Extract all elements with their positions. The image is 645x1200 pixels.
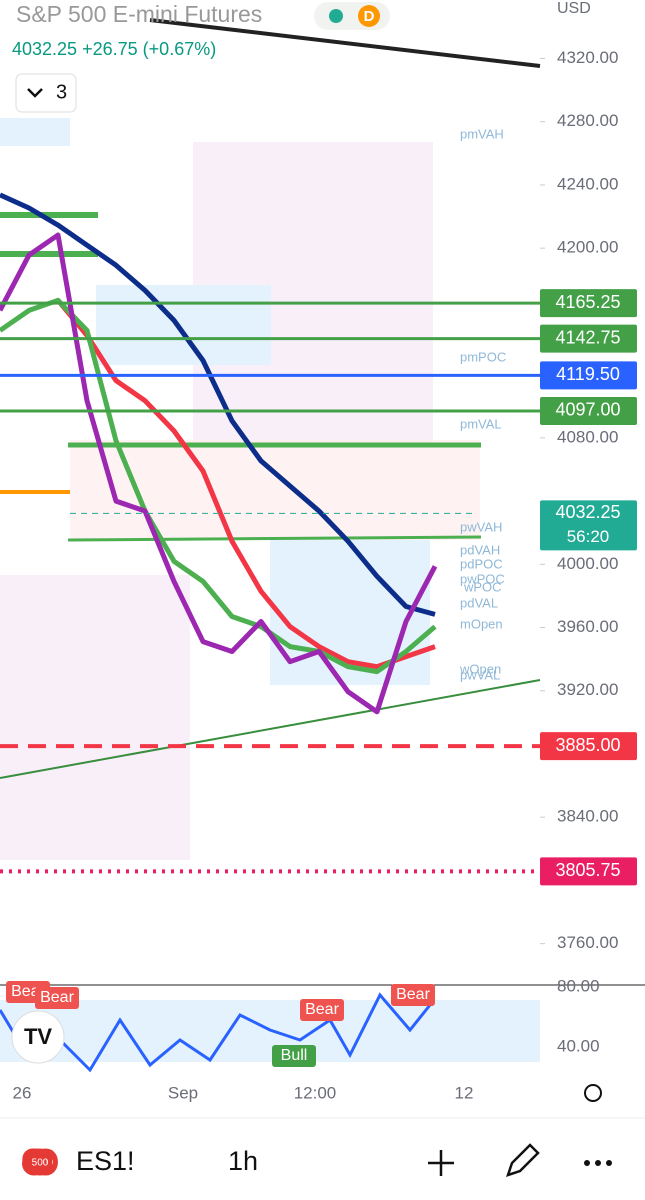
volume-profile-box	[0, 575, 190, 860]
collapse-button[interactable]	[15, 73, 77, 113]
signal-tag	[35, 987, 79, 1009]
interval[interactable]: 1h	[228, 1146, 258, 1176]
change: +26.75	[82, 39, 138, 59]
delay-badge-text[interactable]: D	[364, 8, 375, 25]
signal-tag	[300, 999, 344, 1021]
annotation: pdPOC	[460, 556, 503, 571]
add-button[interactable]	[428, 1150, 454, 1176]
level-label: 3805.75	[555, 860, 620, 880]
annotation: wPOC	[463, 579, 502, 594]
rsi-line	[0, 992, 432, 1073]
draw-button[interactable]	[506, 1143, 540, 1177]
annotation: pmVAH	[460, 126, 504, 141]
level-line	[67, 535, 482, 542]
x-tick-label: 12:00	[294, 1083, 337, 1102]
level-tag	[540, 289, 637, 318]
indicator-count[interactable]: 3	[56, 81, 67, 103]
trend-line	[0, 679, 541, 779]
signal-label: Bear	[396, 986, 430, 1003]
level-label: 4097.00	[555, 400, 620, 420]
range-box	[70, 440, 480, 540]
price: 4032.25	[12, 39, 77, 59]
annotation: pwVAL	[460, 667, 500, 682]
range-box	[0, 118, 70, 146]
rsi-tick-label: 80.00	[557, 976, 600, 995]
market-status	[329, 9, 343, 23]
y-tick-label: 4280.00	[557, 111, 618, 130]
moving-average	[0, 232, 438, 715]
annotation: pmPOC	[460, 349, 506, 364]
moving-average	[0, 192, 436, 617]
tv-logo	[11, 1010, 65, 1064]
x-tick-label: Sep	[168, 1083, 198, 1102]
more-button[interactable]	[584, 1160, 612, 1166]
level-tag	[540, 361, 637, 390]
chart-title: S&P 500 E-mini Futures	[16, 1, 262, 27]
level-tag	[540, 500, 637, 551]
range-box	[96, 285, 271, 365]
level-tag	[540, 857, 637, 886]
currency[interactable]: USD	[557, 0, 591, 17]
exchange-icon: 500	[32, 1158, 49, 1169]
x-tick-label: 12	[455, 1083, 474, 1102]
y-tick-label: 4320.00	[557, 48, 618, 67]
annotation: pdVAH	[460, 542, 500, 557]
price-line: 4032.25 +26.75 (+0.67%)	[12, 39, 216, 59]
y-tick-label: 3760.00	[557, 933, 618, 952]
trend-line	[149, 18, 541, 68]
signal-label: Bear	[40, 989, 74, 1006]
signal-tag	[272, 1045, 316, 1067]
y-tick-label: 4200.00	[557, 238, 618, 257]
y-tick-label: 4240.00	[557, 174, 618, 193]
rsi-tick-label: 40.00	[557, 1036, 600, 1055]
delay-badge	[358, 5, 380, 27]
level-label: 4142.75	[555, 327, 620, 347]
level-tag	[540, 396, 637, 425]
y-tick-label: 3920.00	[557, 680, 618, 699]
chevron	[27, 88, 43, 98]
annotation: pdVAL	[460, 595, 498, 610]
level-label: 3885.00	[555, 735, 620, 755]
x-tick-label: 26	[13, 1083, 32, 1102]
y-tick-label: 4000.00	[557, 554, 618, 573]
settings-button[interactable]	[584, 1084, 602, 1102]
annotation: pwPOC	[460, 571, 505, 586]
signal-label: Bull	[281, 1047, 308, 1064]
signal-label: Bear	[305, 1001, 339, 1018]
tv-logo-text: TV	[24, 1024, 52, 1049]
level-label: 4119.50	[556, 364, 620, 384]
level-tag	[540, 732, 637, 761]
annotation: mOpen	[460, 616, 503, 631]
annotation: pwVAH	[460, 519, 502, 534]
level-tag	[540, 324, 637, 353]
y-tick-label: 3960.00	[557, 617, 618, 636]
signal-tag	[391, 984, 435, 1006]
symbol[interactable]: ES1!	[76, 1146, 135, 1176]
change-pct: (+0.67%)	[143, 39, 217, 59]
annotation: wOpen	[459, 661, 501, 676]
level-label: 4165.25	[555, 292, 620, 312]
countdown: 56:20	[567, 527, 610, 546]
y-tick-label: 4080.00	[557, 427, 618, 446]
moving-average	[56, 298, 436, 670]
level-label: 4032.25	[555, 502, 620, 522]
annotation: pmVAL	[460, 416, 502, 431]
y-tick-label: 3840.00	[557, 807, 618, 826]
